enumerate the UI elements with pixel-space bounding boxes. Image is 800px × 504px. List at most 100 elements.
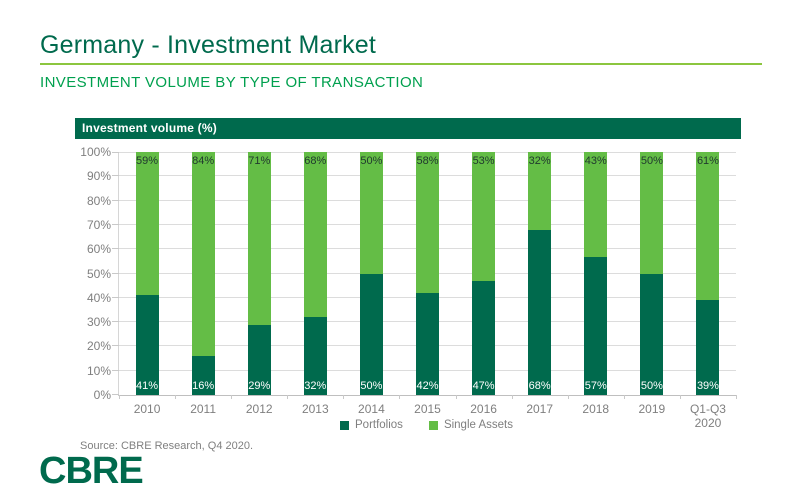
x-axis-label: 2016 [470, 402, 497, 416]
bar-label-portfolios: 57% [584, 380, 607, 392]
bar-segment-portfolios: 29% [247, 324, 271, 395]
y-tick-mark [112, 272, 119, 274]
bar-segment-single-assets: 58% [416, 152, 439, 293]
y-tick-mark [112, 394, 119, 395]
bar-segment-single-assets: 32% [528, 152, 552, 230]
bar-label-single-assets: 61% [696, 155, 719, 168]
y-tick-mark [112, 223, 119, 225]
x-axis-label: 2010 [133, 402, 161, 416]
legend-swatch-icon [428, 420, 438, 430]
y-tick-label: 100% [80, 145, 111, 159]
x-tick-mark [399, 395, 401, 399]
bar-segment-portfolios: 41% [135, 295, 159, 395]
bar-segment-portfolios: 50% [640, 273, 664, 395]
legend-swatch-icon [340, 420, 349, 430]
bar-segment-portfolios: 68% [528, 229, 552, 395]
x-tick-mark [567, 395, 569, 399]
chart-panel-header: Investment volume (%) [75, 118, 741, 139]
bar-label-portfolios: 68% [528, 380, 551, 392]
bar-segment-portfolios: 39% [696, 300, 720, 395]
bar-label-single-assets: 43% [584, 155, 607, 168]
bar-segment-single-assets: 53% [472, 152, 496, 281]
bar-segment-single-assets: 50% [359, 152, 383, 274]
bar-segment-single-assets: 61% [696, 152, 720, 301]
plot-area: 0% 10% 20% 30% 40% 50% 60% 70% 80% 90% 100% 41% 59% 2… [80, 145, 737, 430]
x-tick-mark [736, 395, 737, 399]
bar-label-portfolios: 42% [416, 380, 439, 392]
legend: Portfolios Single Assets [118, 419, 735, 431]
y-tick-mark [112, 199, 119, 201]
bar-segment-single-assets: 59% [135, 152, 159, 296]
x-axis-label: 2018 [582, 402, 610, 416]
x-axis-label: 2011 [190, 402, 217, 416]
bar-label-portfolios: 29% [248, 380, 271, 392]
title-underline [40, 63, 762, 65]
y-tick-label: 80% [86, 193, 111, 208]
y-tick-label: 10% [86, 363, 111, 378]
y-tick-mark [112, 345, 119, 347]
legend-label: Portfolios [355, 419, 403, 431]
bar-segment-single-assets: 68% [303, 152, 327, 318]
x-axis-label: 2013 [301, 402, 329, 416]
x-tick-mark [343, 395, 345, 399]
chart-panel-title: Investment volume (%) [82, 121, 217, 135]
x-tick-mark [119, 395, 120, 399]
bar-label-single-assets: 50% [360, 155, 383, 167]
source-text: Source: CBRE Research, Q4 2020. [80, 440, 254, 452]
bar-segment-single-assets: 50% [640, 152, 664, 274]
bar-label-single-assets: 58% [416, 155, 439, 168]
bar-label-portfolios: 50% [360, 380, 383, 392]
legend-label: Single Assets [443, 419, 513, 431]
bar-label-single-assets: 84% [192, 155, 215, 168]
x-tick-mark [231, 395, 233, 399]
x-axis-label: 2015 [414, 402, 441, 416]
bar-segment-portfolios: 32% [303, 317, 327, 395]
x-tick-mark [287, 395, 289, 399]
y-tick-mark [112, 248, 119, 250]
bar-label-portfolios: 41% [136, 380, 159, 392]
bar-label-single-assets: 59% [136, 155, 159, 168]
bar-segment-single-assets: 71% [247, 152, 271, 325]
y-tick-label: 50% [86, 266, 111, 281]
bar-label-portfolios: 39% [696, 380, 719, 392]
bar-segment-portfolios: 57% [584, 256, 608, 395]
y-tick-mark [112, 321, 119, 323]
y-tick-label: 20% [86, 339, 111, 354]
x-tick-mark [623, 395, 625, 399]
bar-label-portfolios: 32% [304, 380, 327, 392]
bar-label-single-assets: 68% [304, 155, 327, 168]
x-tick-mark [455, 395, 457, 399]
x-axis-label: 2014 [358, 402, 385, 416]
y-tick-label: 40% [86, 290, 111, 305]
bar-segment-portfolios: 47% [472, 280, 496, 395]
bar-segment-portfolios: 16% [191, 356, 215, 395]
bar-segment-portfolios: 42% [416, 292, 439, 395]
y-tick-label: 30% [86, 315, 111, 330]
y-tick-label: 90% [86, 169, 111, 184]
bar-label-portfolios: 16% [192, 380, 215, 392]
bar-label-portfolios: 50% [640, 380, 663, 392]
bar-label-single-assets: 50% [640, 155, 663, 167]
page-title: Germany - Investment Market [40, 31, 377, 59]
cbre-logo: CBRE [39, 450, 144, 492]
page-subtitle: INVESTMENT VOLUME BY TYPE OF TRANSACTION [40, 74, 424, 91]
y-tick-mark [112, 369, 119, 371]
y-tick-label: 60% [86, 242, 111, 257]
bar-label-single-assets: 71% [248, 155, 271, 168]
x-tick-mark [511, 395, 513, 399]
bar-label-portfolios: 47% [472, 380, 495, 392]
y-tick-label: 0% [93, 388, 111, 402]
y-tick-label: 70% [86, 217, 111, 232]
bar-segment-portfolios: 50% [359, 273, 383, 395]
bar-label-single-assets: 53% [472, 155, 495, 168]
bar-segment-single-assets: 84% [191, 152, 215, 357]
y-tick-mark [112, 175, 119, 177]
bar-segment-single-assets: 43% [584, 152, 608, 257]
x-axis-label: Q1-Q3 2020 [689, 402, 726, 430]
x-axis-label: 2017 [526, 402, 554, 416]
bar-label-single-assets: 32% [528, 155, 551, 168]
legend-item: Single Assets [428, 419, 513, 431]
x-axis-label: 2012 [245, 402, 273, 416]
x-axis-label: 2019 [638, 402, 666, 416]
